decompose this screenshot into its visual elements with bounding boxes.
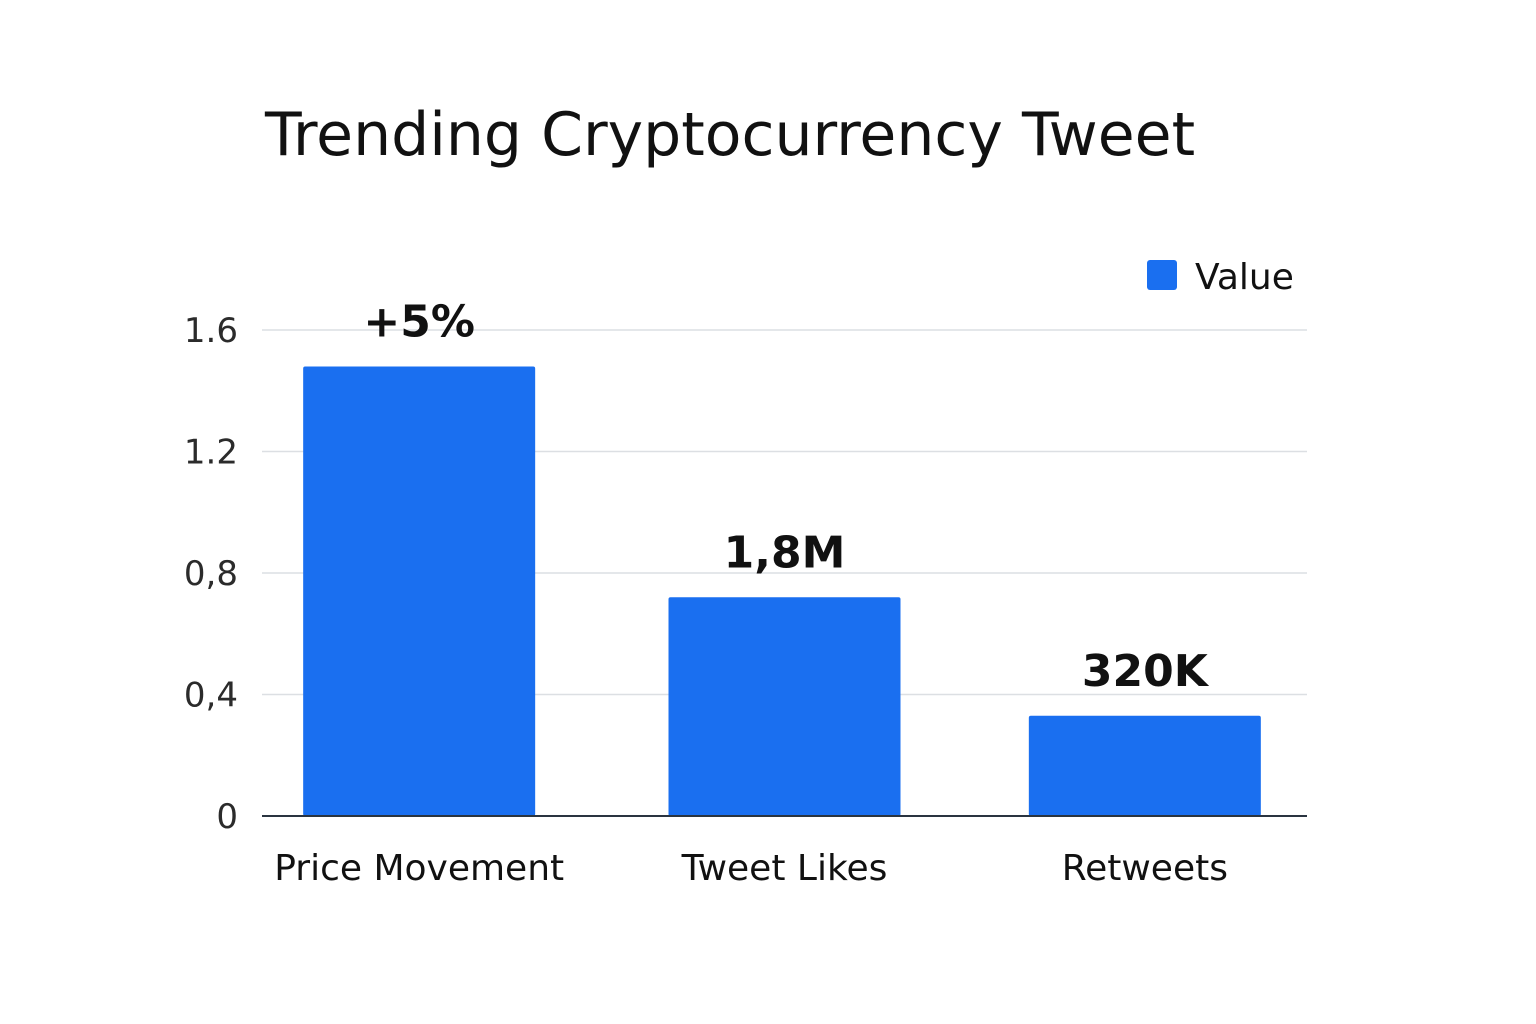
x-axis-categories: Price Movement Tweet Likes Retweets bbox=[274, 848, 1228, 889]
y-tick-label: 0,8 bbox=[184, 554, 238, 594]
y-tick-label: 0 bbox=[216, 797, 238, 837]
bar-data-label: 320K bbox=[1082, 646, 1210, 697]
legend-label: Value bbox=[1195, 257, 1294, 298]
y-tick-label: 1.6 bbox=[184, 311, 238, 351]
x-category-label: Retweets bbox=[1062, 848, 1228, 889]
bar bbox=[303, 366, 536, 816]
y-tick-label: 1.2 bbox=[184, 433, 238, 473]
bars bbox=[303, 366, 1261, 816]
bar-data-label: 1,8M bbox=[724, 527, 846, 578]
bar bbox=[1028, 715, 1261, 816]
bar bbox=[668, 597, 901, 816]
y-axis-ticks: 0 0,4 0,8 1.2 1.6 bbox=[184, 311, 238, 837]
x-category-label: Price Movement bbox=[274, 848, 564, 889]
chart-title: Trending Cryptocurrency Tweet bbox=[264, 100, 1195, 170]
legend-swatch bbox=[1147, 260, 1177, 290]
legend: Value bbox=[1147, 257, 1294, 298]
bar-data-label: +5% bbox=[363, 296, 475, 347]
y-tick-label: 0,4 bbox=[184, 676, 238, 716]
data-labels: +5% 1,8M 320K bbox=[363, 296, 1209, 696]
x-category-label: Tweet Likes bbox=[681, 848, 888, 889]
